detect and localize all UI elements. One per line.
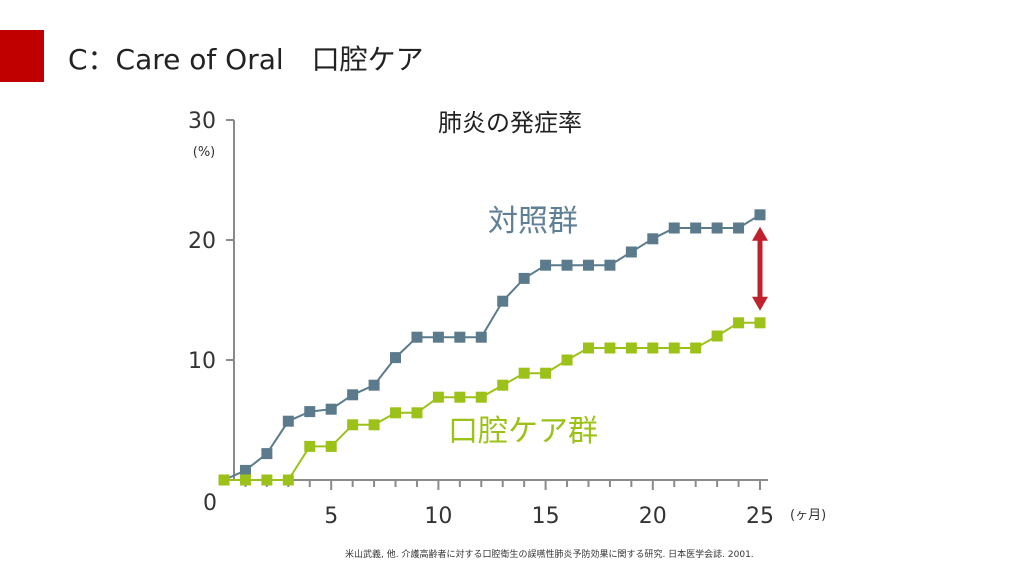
data-point [239,464,251,476]
data-point [411,407,423,419]
data-point [733,222,745,234]
x-tick-label: 10 [424,504,452,529]
data-point [647,342,659,354]
data-point [432,391,444,403]
data-point [582,259,594,271]
data-point [711,330,723,342]
series-label-control: 対照群 [488,204,578,239]
series-label-oral-care: 口腔ケア群 [448,414,598,449]
data-point [604,342,616,354]
data-point [604,259,616,271]
data-point [582,342,594,354]
y-tick-label: 0 [203,491,217,516]
data-point [368,419,380,431]
data-point [282,474,294,486]
data-point [325,440,337,452]
data-point [690,342,702,354]
data-point [497,379,509,391]
y-axis-unit-label: (%) [193,145,216,160]
data-point [304,406,316,418]
data-point [454,391,466,403]
data-point [390,407,402,419]
series-oral-care-group [218,317,766,486]
citation: 米山武義, 他. 介護高齢者に対する口腔衛生の誤嚥性肺炎予防効果に関する研究. … [345,550,754,560]
data-point [432,331,444,343]
y-tick-label: 30 [188,109,216,134]
data-point [304,440,316,452]
data-point [625,246,637,258]
data-point [711,222,723,234]
data-point [733,317,745,329]
chart-title: 肺炎の発症率 [438,109,582,137]
data-point [518,272,530,284]
difference-arrow [752,226,768,311]
title-accent-bar [0,30,44,82]
y-tick-label: 10 [188,349,216,374]
data-point [540,259,552,271]
y-tick-label: 20 [188,229,216,254]
data-point [261,448,273,460]
series-control-group [218,209,766,486]
data-point [282,415,294,427]
data-point [668,342,680,354]
chart-ticks: 5 10 15 20 25 0 10 20 30 [188,109,774,529]
data-point [454,331,466,343]
data-point [325,403,337,415]
data-point [261,474,273,486]
data-point [561,354,573,366]
data-point [368,379,380,391]
slide-title: C：Care of Oral 口腔ケア [68,43,424,76]
x-tick-label: 25 [746,504,774,529]
data-point [690,222,702,234]
data-point [475,391,487,403]
data-point [239,474,251,486]
difference-arrow-head-up [752,226,768,241]
x-tick-label: 15 [532,504,560,529]
data-point [390,352,402,364]
data-point [497,295,509,307]
data-point [754,209,766,221]
data-point [625,342,637,354]
difference-arrow-head-down [752,296,768,311]
data-point [475,331,487,343]
x-tick-label: 20 [639,504,667,529]
x-tick-label: 5 [324,504,338,529]
chart-axes [224,120,768,481]
data-point [518,367,530,379]
data-point [411,331,423,343]
data-point [347,419,359,431]
data-point [754,317,766,329]
data-point [561,259,573,271]
data-point [218,474,230,486]
data-point [647,233,659,245]
data-point [347,389,359,401]
data-point [668,222,680,234]
chart-series [218,209,766,486]
data-point [540,367,552,379]
x-axis-unit-label: (ヶ月) [790,508,826,523]
